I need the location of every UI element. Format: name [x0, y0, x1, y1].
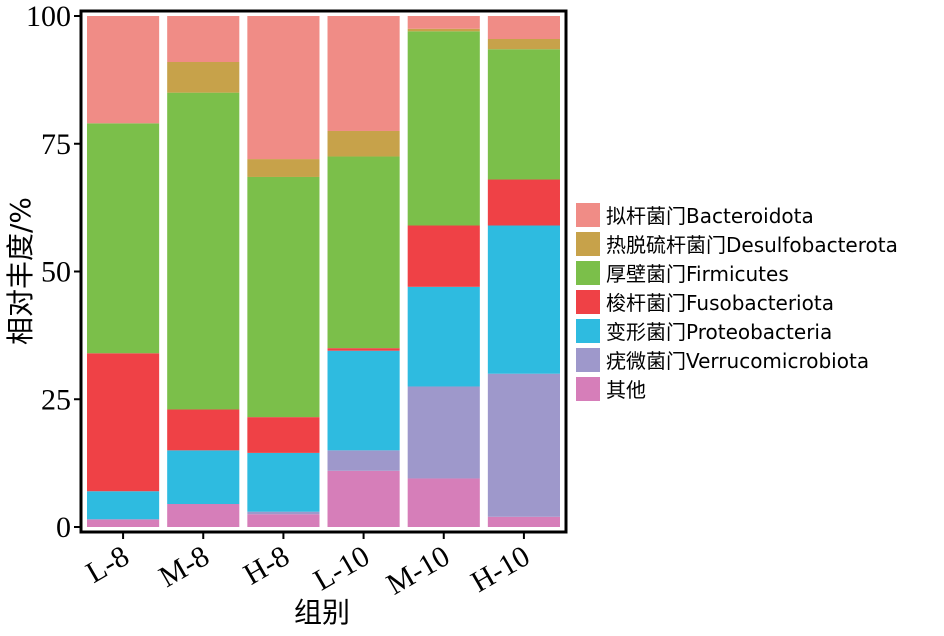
legend-swatch [576, 203, 600, 227]
bar-segment-H-10-5 [487, 38, 560, 50]
bar-segment-M-10-4 [407, 31, 480, 226]
x-axis-title: 组别 [294, 596, 350, 629]
x-tick-label: M-8 [154, 539, 215, 593]
bar-segment-M-8-0 [167, 504, 240, 527]
bar-segment-M-8-5 [167, 61, 240, 93]
legend-swatch [576, 232, 600, 256]
bar-segment-H-10-0 [487, 516, 560, 527]
legend-label: 厚壁菌门Firmicutes [606, 262, 789, 286]
y-axis-title: 相对丰度/% [4, 197, 37, 345]
legend-swatch [576, 290, 600, 314]
bar-segment-M-10-2 [407, 286, 480, 387]
bar-segment-L-8-0 [87, 519, 160, 527]
legend-swatch [576, 348, 600, 372]
y-tick-label: 75 [41, 128, 71, 161]
y-tick-label: 25 [41, 383, 71, 416]
bar-segment-L-10-3 [327, 348, 400, 351]
bar-segment-L-8-2 [87, 491, 160, 520]
bar-segment-L-8-3 [87, 353, 160, 492]
bar-segment-L-10-4 [327, 156, 400, 349]
bar-segment-H-8-6 [247, 16, 320, 160]
bar-segment-L-10-0 [327, 470, 400, 527]
bar-segment-L-8-6 [87, 16, 160, 124]
bar-segment-H-8-0 [247, 514, 320, 527]
y-axis: 0 25 50 75 100 [26, 0, 81, 544]
legend-label: 热脱硫杆菌门Desulfobacterota [606, 233, 898, 257]
bar-segment-H-8-5 [247, 159, 320, 177]
legend-label: 拟杆菌门Bacteroidota [606, 204, 814, 228]
bar-segment-H-10-2 [487, 225, 560, 374]
bar-segment-M-8-6 [167, 16, 240, 62]
legend: 拟杆菌门Bacteroidota 热脱硫杆菌门Desulfobacterota 厚壁… [576, 203, 898, 402]
y-tick-label: 0 [56, 511, 71, 544]
bar-segment-M-8-4 [167, 92, 240, 410]
x-tick-label: H-10 [466, 539, 536, 598]
bar-segment-H-8-4 [247, 176, 320, 418]
legend-label: 其他 [606, 378, 646, 402]
bar-segment-H-8-1 [247, 511, 320, 515]
bar-segment-L-8-4 [87, 123, 160, 354]
x-tick-label: M-10 [381, 539, 455, 601]
bar-segment-M-10-5 [407, 28, 480, 32]
legend-label: 梭杆菌门Fusobacteriota [606, 291, 834, 315]
legend-label: 疣微菌门Verrucomicrobiota [606, 349, 869, 373]
bar-segment-H-8-2 [247, 452, 320, 512]
bar-segment-L-10-1 [327, 450, 400, 471]
bar-segment-M-8-3 [167, 409, 240, 451]
bar-segment-M-10-6 [407, 16, 480, 29]
bar-segment-H-10-3 [487, 179, 560, 226]
x-tick-label: H-8 [238, 539, 295, 591]
bar-segment-H-8-3 [247, 417, 320, 453]
legend-label: 变形菌门Proteobacteria [606, 320, 832, 344]
y-tick-label: 100 [26, 0, 71, 33]
x-axis: L-8 M-8 H-8 L-10 M-10 H-10 [81, 532, 536, 601]
legend-swatch [576, 319, 600, 343]
bar-segment-M-10-3 [407, 225, 480, 287]
x-tick-label: L-10 [308, 539, 375, 597]
legend-swatch [576, 261, 600, 285]
bar-segment-M-10-1 [407, 386, 480, 479]
legend-swatch [576, 377, 600, 401]
bar-segment-H-10-6 [487, 16, 560, 39]
bar-segment-L-10-5 [327, 130, 400, 157]
bar-segment-L-10-2 [327, 350, 400, 451]
x-tick-label: L-8 [81, 539, 135, 589]
bar-segment-L-10-6 [327, 16, 400, 131]
bar-segment-M-10-0 [407, 478, 480, 527]
bar-segment-H-10-1 [487, 373, 560, 517]
bar-segment-M-8-2 [167, 450, 240, 505]
bars-group [87, 16, 560, 527]
y-tick-label: 50 [41, 256, 71, 289]
bar-segment-H-10-4 [487, 49, 560, 180]
